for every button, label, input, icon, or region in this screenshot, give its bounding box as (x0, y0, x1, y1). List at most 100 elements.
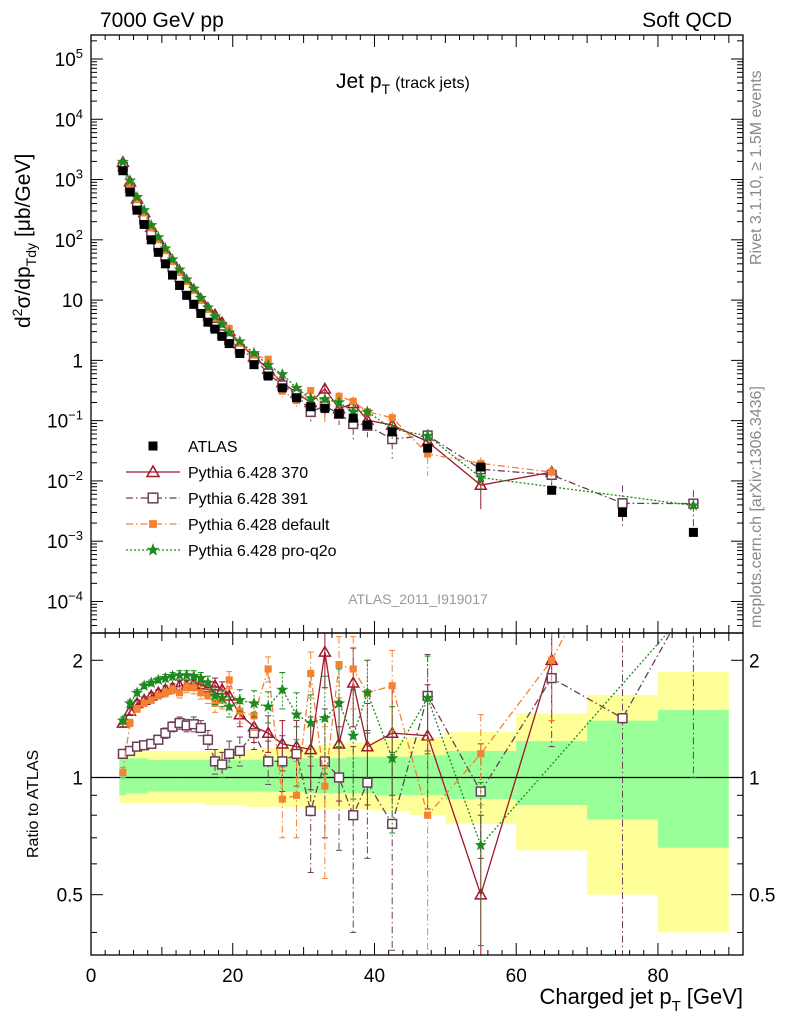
main-y-tick-label: 103 (55, 167, 83, 192)
atlas-point (277, 383, 287, 393)
main-point-pdefault (176, 268, 184, 276)
ratio-point-pdefault (424, 811, 432, 819)
ratio-point-pdefault (349, 665, 357, 673)
atlas-point (362, 420, 372, 430)
ratio-point-p391 (216, 759, 228, 770)
band-inner-bin (516, 741, 588, 805)
ratio-y-tick-label-right: 2 (749, 651, 760, 672)
legend-label-atlas: ATLAS (188, 439, 238, 456)
main-point-proq2o (233, 335, 246, 347)
ratio-point-pdefault (477, 750, 485, 758)
x-tick-label: 40 (364, 966, 385, 987)
band-inner-bin (204, 759, 212, 792)
band-inner-bin (232, 759, 247, 792)
main-point-proq2o (208, 310, 222, 322)
ratio-point-proq2o (332, 697, 346, 709)
legend-item-proq2o: Pythia 6.428 pro-q2o (126, 543, 337, 560)
main-y-tick-label: 10−3 (47, 528, 83, 553)
main-point-proq2o (332, 395, 346, 408)
mcplots-label: mcplots.cern.ch [arXiv:1306.3436] (748, 386, 765, 628)
main-series-p370 (116, 155, 559, 510)
main-point-proq2o (318, 392, 331, 405)
ratio-point-pdefault (335, 660, 343, 669)
x-tick-label: 20 (222, 966, 243, 987)
ratio-point-pdefault (176, 689, 184, 697)
ratio-y-axis-label: Ratio to ATLAS (25, 750, 42, 858)
main-point-proq2o (247, 346, 261, 359)
ratio-point-proq2o (361, 686, 374, 698)
axis-ticks: 0 20 40 60 80 10−4 10−3 10−2 10−1 1 10 102 103 104 105… (47, 35, 775, 987)
main-point-proq2o (223, 326, 236, 338)
band-inner-bin (133, 758, 141, 794)
ratio-point-proq2o (223, 700, 236, 712)
ratio-y-tick-label-right: 1 (749, 768, 760, 789)
atlas-point (547, 485, 557, 495)
atlas-point (168, 270, 177, 280)
main-point-pdefault (140, 209, 148, 217)
main-point-proq2o (173, 263, 186, 275)
atlas-point (132, 205, 142, 215)
ratio-point-pdefault (147, 696, 155, 704)
ratio-point-p370 (222, 688, 236, 701)
main-point-proq2o (194, 291, 207, 304)
x-tick-label: 80 (647, 966, 668, 987)
legend-label-proq2o: Pythia 6.428 pro-q2o (188, 543, 337, 560)
atlas-point (688, 527, 698, 537)
legend-item-p370: Pythia 6.428 370 (126, 464, 308, 482)
ratio-point-proq2o (318, 711, 331, 724)
ratio-point-proq2o (262, 700, 275, 712)
ratio-series-proq2o (116, 633, 669, 947)
legend-label-p391: Pythia 6.428 391 (188, 491, 308, 508)
ratio-point-proq2o (247, 697, 261, 709)
legend-item-pdefault: Pythia 6.428 default (126, 517, 330, 534)
atlas-point (125, 187, 135, 197)
main-series-pdefault (119, 166, 556, 482)
legend-marker-pdefault (149, 520, 157, 528)
band-inner-bin (183, 759, 191, 792)
main-line-p370 (122, 162, 552, 486)
main-point-proq2o (159, 242, 172, 254)
ratio-point-p370 (275, 736, 290, 749)
ratio-point-p391 (362, 777, 373, 788)
ratio-point-proq2o (347, 729, 360, 741)
ratio-point-p391 (160, 727, 171, 739)
main-point-proq2o (187, 282, 200, 294)
ratio-y-tick-label: 0.5 (57, 886, 83, 907)
ratio-point-pdefault (264, 665, 272, 673)
band-inner-bin (147, 759, 155, 792)
main-point-proq2o (180, 273, 193, 285)
main-point-pdefault (548, 468, 556, 476)
ratio-point-pdefault (204, 692, 212, 700)
main-point-proq2o (421, 429, 434, 442)
main-y-tick-label: 10−4 (47, 588, 83, 613)
analysis-label: ATLAS_2011_I919017 (348, 591, 488, 607)
header-right: Soft QCD (642, 9, 732, 32)
main-point-proq2o (276, 367, 289, 380)
x-tick-label: 60 (506, 966, 527, 987)
main-point-proq2o (201, 301, 215, 313)
ratio-point-proq2o (276, 683, 289, 695)
atlas-point (235, 349, 245, 359)
band-inner-bin (140, 758, 148, 794)
ratio-point-pdefault (548, 656, 556, 664)
main-point-proq2o (216, 317, 229, 330)
rivet-version-label: Rivet 3.1.10, ≥ 1.5M events (748, 70, 765, 265)
main-point-proq2o (262, 358, 275, 371)
atlas-point (210, 324, 220, 334)
ratio-point-proq2o (145, 676, 158, 688)
main-point-proq2o (290, 381, 303, 394)
main-point-proq2o (687, 499, 700, 511)
atlas-point (348, 413, 358, 423)
main-point-pdefault (424, 450, 432, 458)
ratio-series-p391 (117, 633, 697, 955)
ratio-point-proq2o (233, 693, 246, 706)
atlas-point (146, 235, 156, 245)
band-inner-bin (211, 759, 219, 792)
ratio-panel-series (116, 633, 697, 955)
x-axis-label: Charged jet pT [GeV] (539, 984, 743, 1015)
atlas-point (334, 409, 344, 419)
atlas-point (423, 443, 433, 453)
main-point-proq2o (361, 405, 374, 417)
ratio-y-tick-label-right: 0.5 (749, 886, 775, 907)
ratio-point-proq2o (216, 691, 229, 704)
